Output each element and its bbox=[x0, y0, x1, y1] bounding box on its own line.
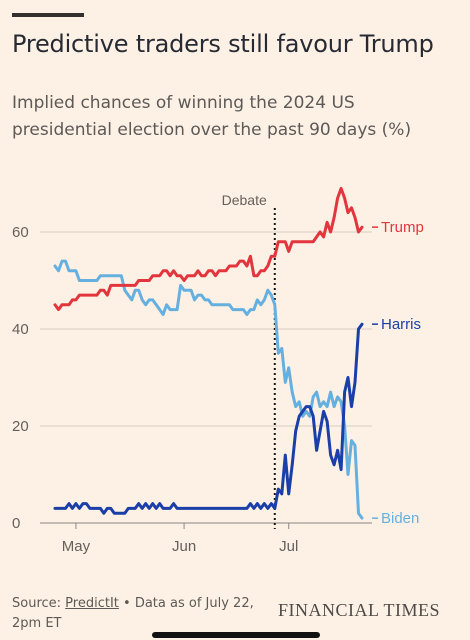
line-harris bbox=[53, 322, 364, 515]
y-tick-label: 60 bbox=[12, 224, 29, 241]
debate-annotation: Debate bbox=[222, 192, 276, 529]
home-indicator bbox=[152, 632, 320, 638]
y-axis-ticks: 0 20 40 60 bbox=[12, 224, 29, 532]
line-trump bbox=[53, 186, 364, 312]
label-biden: Biden bbox=[381, 510, 419, 527]
ft-logo: FINANCIAL TIMES bbox=[278, 600, 441, 620]
brand-accent-bar bbox=[12, 13, 84, 17]
y-tick-label: 20 bbox=[12, 418, 29, 435]
source-prefix: Source: bbox=[12, 596, 62, 611]
label-harris: Harris bbox=[381, 316, 421, 333]
label-trump: Trump bbox=[381, 219, 424, 236]
source-note: Source: PredictIt • Data as of July 22, … bbox=[12, 594, 262, 634]
y-tick-label: 40 bbox=[12, 321, 29, 338]
x-tick-label: Jun bbox=[172, 538, 196, 555]
x-tick-label: Jul bbox=[279, 538, 298, 555]
chart-subtitle: Implied chances of winning the 2024 US p… bbox=[12, 93, 412, 140]
x-tick-label: May bbox=[62, 538, 91, 555]
source-suffix: • Data as of July 22, 2pm ET bbox=[12, 596, 254, 631]
line-chart: 0 20 40 60 May Jun Jul Debate Biden Trump Harri… bbox=[12, 186, 424, 555]
line-biden bbox=[53, 259, 364, 520]
source-link[interactable]: PredictIt bbox=[65, 596, 119, 611]
series-labels: Biden Trump Harris bbox=[372, 219, 424, 527]
gridlines bbox=[40, 231, 372, 524]
x-axis-ticks: May Jun Jul bbox=[62, 523, 298, 555]
debate-label: Debate bbox=[222, 192, 267, 208]
chart-title: Predictive traders still favour Trump bbox=[12, 30, 434, 58]
y-tick-label: 0 bbox=[12, 515, 20, 532]
series-lines bbox=[53, 186, 364, 520]
